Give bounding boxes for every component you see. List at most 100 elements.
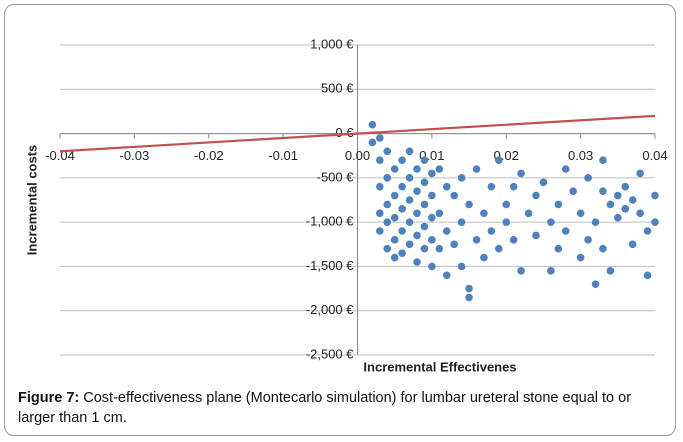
- point: [524, 209, 533, 218]
- x-tick-label: -0.01: [268, 148, 298, 163]
- point: [465, 284, 473, 293]
- point: [606, 267, 615, 275]
- point: [405, 218, 414, 226]
- y-tick-label: -500 €: [317, 169, 355, 184]
- point: [517, 267, 525, 275]
- point: [532, 231, 540, 240]
- point: [628, 240, 637, 249]
- point: [442, 182, 451, 191]
- point: [376, 182, 384, 191]
- point: [398, 156, 406, 164]
- point: [398, 227, 406, 235]
- y-tick-label: -2,500 €: [306, 346, 354, 361]
- point: [599, 244, 607, 253]
- point: [517, 169, 525, 178]
- point: [539, 178, 548, 187]
- point: [368, 120, 377, 129]
- y-tick-label: -1,000 €: [306, 214, 354, 229]
- point: [643, 271, 652, 280]
- point: [383, 244, 392, 253]
- point: [405, 196, 414, 204]
- point: [413, 209, 421, 218]
- point: [614, 191, 622, 200]
- point: [465, 293, 473, 302]
- point: [442, 271, 451, 280]
- point: [420, 222, 429, 231]
- x-tick-label: 0.00: [345, 148, 370, 163]
- point: [428, 169, 436, 178]
- point: [606, 200, 615, 209]
- point: [480, 253, 488, 262]
- point: [390, 191, 399, 200]
- y-axis-label: Incremental costs: [24, 145, 39, 256]
- point: [487, 227, 496, 235]
- point: [643, 227, 652, 235]
- point: [457, 218, 466, 226]
- point: [420, 156, 429, 164]
- point: [398, 182, 406, 191]
- point: [390, 213, 399, 222]
- point: [383, 200, 392, 209]
- y-tick-label: 1,000 €: [310, 36, 354, 51]
- point: [428, 236, 436, 244]
- point: [621, 182, 630, 191]
- point: [420, 178, 429, 187]
- point: [376, 209, 384, 218]
- point: [509, 236, 518, 244]
- figure-frame: [4, 4, 676, 436]
- point: [376, 227, 384, 235]
- point: [547, 267, 555, 275]
- point: [599, 187, 607, 195]
- point: [547, 218, 555, 226]
- point: [428, 191, 436, 200]
- point: [591, 280, 600, 288]
- point: [383, 147, 392, 156]
- point: [614, 213, 622, 222]
- point: [576, 209, 585, 218]
- point: [405, 147, 414, 156]
- x-tick-label: -0.03: [120, 148, 150, 163]
- x-tick-label: 0.04: [642, 148, 667, 163]
- point: [636, 209, 644, 218]
- point: [405, 174, 414, 182]
- caption-label: Figure 7:: [18, 390, 80, 406]
- point: [569, 187, 577, 195]
- point: [495, 244, 503, 253]
- point: [413, 187, 421, 195]
- point: [554, 200, 563, 209]
- threshold-line: [59, 114, 656, 153]
- point: [487, 182, 496, 191]
- y-tick-label: 500 €: [321, 81, 354, 96]
- point: [502, 218, 511, 226]
- point: [576, 253, 585, 262]
- point: [413, 231, 421, 240]
- point: [591, 218, 600, 226]
- point: [428, 262, 436, 271]
- point: [405, 240, 414, 249]
- point: [413, 165, 421, 173]
- point: [472, 236, 481, 244]
- point: [413, 258, 421, 266]
- x-axis-label: Incremental Effectivenes: [363, 359, 516, 374]
- y-tick-label: -2,000 €: [306, 302, 354, 317]
- point: [450, 191, 458, 200]
- point: [442, 227, 451, 235]
- point: [628, 196, 637, 204]
- point: [390, 236, 399, 244]
- y-tick-label: 0 €: [335, 125, 354, 140]
- caption: Figure 7: Cost-effectiveness plane (Mont…: [18, 388, 668, 428]
- x-tick-label: -0.02: [194, 148, 224, 163]
- point: [435, 244, 444, 253]
- chart: Incremental Effectivenes Incremental cos…: [24, 36, 667, 374]
- point: [554, 244, 563, 253]
- point: [621, 205, 630, 213]
- point: [383, 218, 392, 226]
- point: [651, 218, 659, 226]
- point: [368, 138, 377, 147]
- point: [398, 249, 406, 257]
- point: [428, 213, 436, 222]
- point: [398, 205, 406, 213]
- point: [435, 165, 444, 173]
- point: [651, 191, 659, 200]
- point: [584, 236, 592, 244]
